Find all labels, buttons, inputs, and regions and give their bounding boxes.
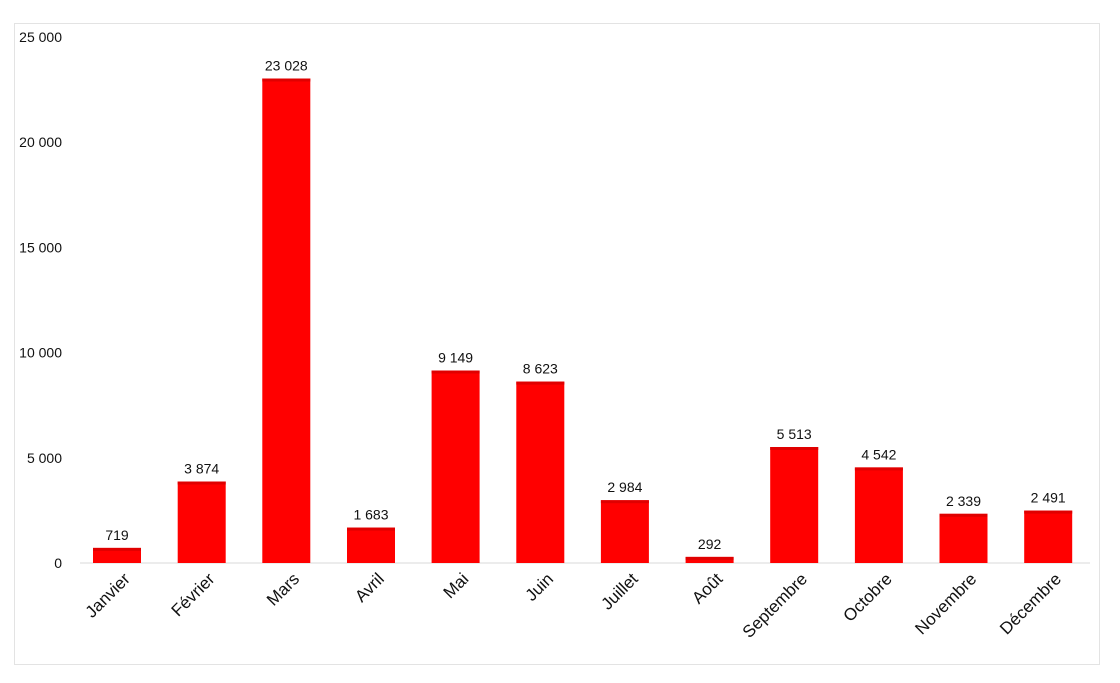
bar-0 <box>93 547 141 563</box>
bar-9 <box>854 467 903 563</box>
data-label-11: 2 491 <box>1031 490 1066 506</box>
y-tick-label: 20 000 <box>19 134 62 150</box>
data-label-8: 5 513 <box>777 426 812 442</box>
bar-3 <box>347 527 395 563</box>
bar-2 <box>262 78 311 563</box>
x-tick-label-4: Mai <box>440 569 473 602</box>
bar-10 <box>939 513 988 563</box>
y-tick-label: 10 000 <box>19 345 62 361</box>
bar-top-edge-0 <box>93 547 141 551</box>
x-tick-label-8: Septembre <box>739 569 811 641</box>
bar-top-edge-5 <box>516 381 565 385</box>
bar-4 <box>431 370 480 563</box>
x-axis-labels: Janvier Février Mars Avril Mai Juin Juillet Aoû… <box>82 569 1065 641</box>
bar-top-edge-3 <box>347 527 395 531</box>
x-tick-label-7: Août <box>688 569 726 607</box>
y-tick-label: 0 <box>54 555 62 571</box>
x-tick-label-6: Juillet <box>598 569 642 613</box>
x-tick-label-3: Avril <box>351 569 388 606</box>
bar-top-edge-10 <box>939 513 988 517</box>
bar-8 <box>770 447 819 563</box>
data-label-10: 2 339 <box>946 493 981 509</box>
bar-top-edge-1 <box>177 481 226 485</box>
x-tick-label-0: Janvier <box>82 569 134 621</box>
x-tick-label-9: Octobre <box>840 569 896 625</box>
x-tick-label-2: Mars <box>263 569 303 609</box>
y-tick-label: 5 000 <box>27 450 62 466</box>
bar-11 <box>1024 510 1073 563</box>
data-label-0: 719 <box>105 527 129 543</box>
bar-top-edge-6 <box>600 500 649 504</box>
x-tick-label-5: Juin <box>522 569 557 604</box>
x-tick-label-10: Novembre <box>911 569 980 638</box>
data-label-1: 3 874 <box>184 461 219 477</box>
bar-top-edge-11 <box>1024 510 1073 514</box>
data-label-3: 1 683 <box>353 507 388 523</box>
bar-top-edge-4 <box>431 370 480 374</box>
data-labels-group: 719 3 874 23 028 1 683 9 149 8 623 2 984 292 5 5… <box>105 58 1066 552</box>
bars-group <box>93 78 1073 563</box>
y-axis-ticks: 0 5 000 10 000 15 000 20 000 25 000 <box>19 29 62 571</box>
bar-7 <box>685 556 734 563</box>
data-label-4: 9 149 <box>438 350 473 366</box>
bar-1 <box>177 481 226 563</box>
bar-top-edge-8 <box>770 447 819 450</box>
bar-top-edge-7 <box>685 556 734 560</box>
y-tick-label: 25 000 <box>19 29 62 45</box>
bar-5 <box>516 381 565 563</box>
data-label-9: 4 542 <box>861 446 896 462</box>
bar-top-edge-9 <box>854 467 903 471</box>
data-label-2: 23 028 <box>265 58 308 74</box>
x-tick-label-1: Février <box>168 569 219 620</box>
data-label-7: 292 <box>698 536 722 552</box>
bar-top-edge-2 <box>262 78 311 82</box>
bar-6 <box>600 500 649 563</box>
data-label-6: 2 984 <box>607 479 642 495</box>
y-tick-label: 15 000 <box>19 239 62 255</box>
x-tick-label-11: Décembre <box>996 569 1065 638</box>
data-label-5: 8 623 <box>523 361 558 377</box>
